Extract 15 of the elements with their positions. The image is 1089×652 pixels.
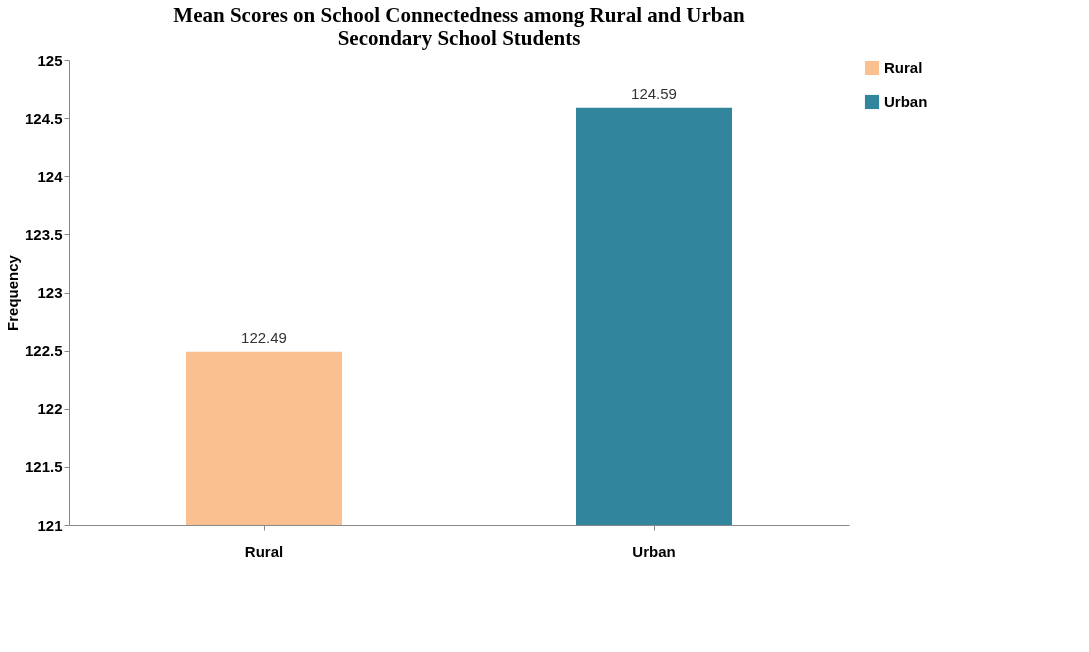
legend-label: Rural xyxy=(884,59,923,76)
y-tick-label: 123 xyxy=(37,284,63,301)
y-axis-title: Frequency xyxy=(3,254,21,331)
y-tick-label: 125 xyxy=(37,51,63,69)
y-tick-label: 122.5 xyxy=(24,342,63,360)
legend-label: Urban xyxy=(884,93,928,110)
y-tick-label: 124 xyxy=(37,167,64,185)
chart-title: Mean Scores on School Connectedness among Rural and Urban Secondary School Students xyxy=(173,3,745,50)
data-label: 124.59 xyxy=(631,84,677,102)
data-label: 122.49 xyxy=(241,328,287,346)
y-tick-label: 122 xyxy=(37,400,63,418)
y-tick-label: 123.5 xyxy=(24,225,63,243)
y-tick-label: 121.5 xyxy=(24,458,63,476)
y-tick-label: 124.5 xyxy=(24,109,63,127)
y-tick-label: 121 xyxy=(37,516,63,534)
